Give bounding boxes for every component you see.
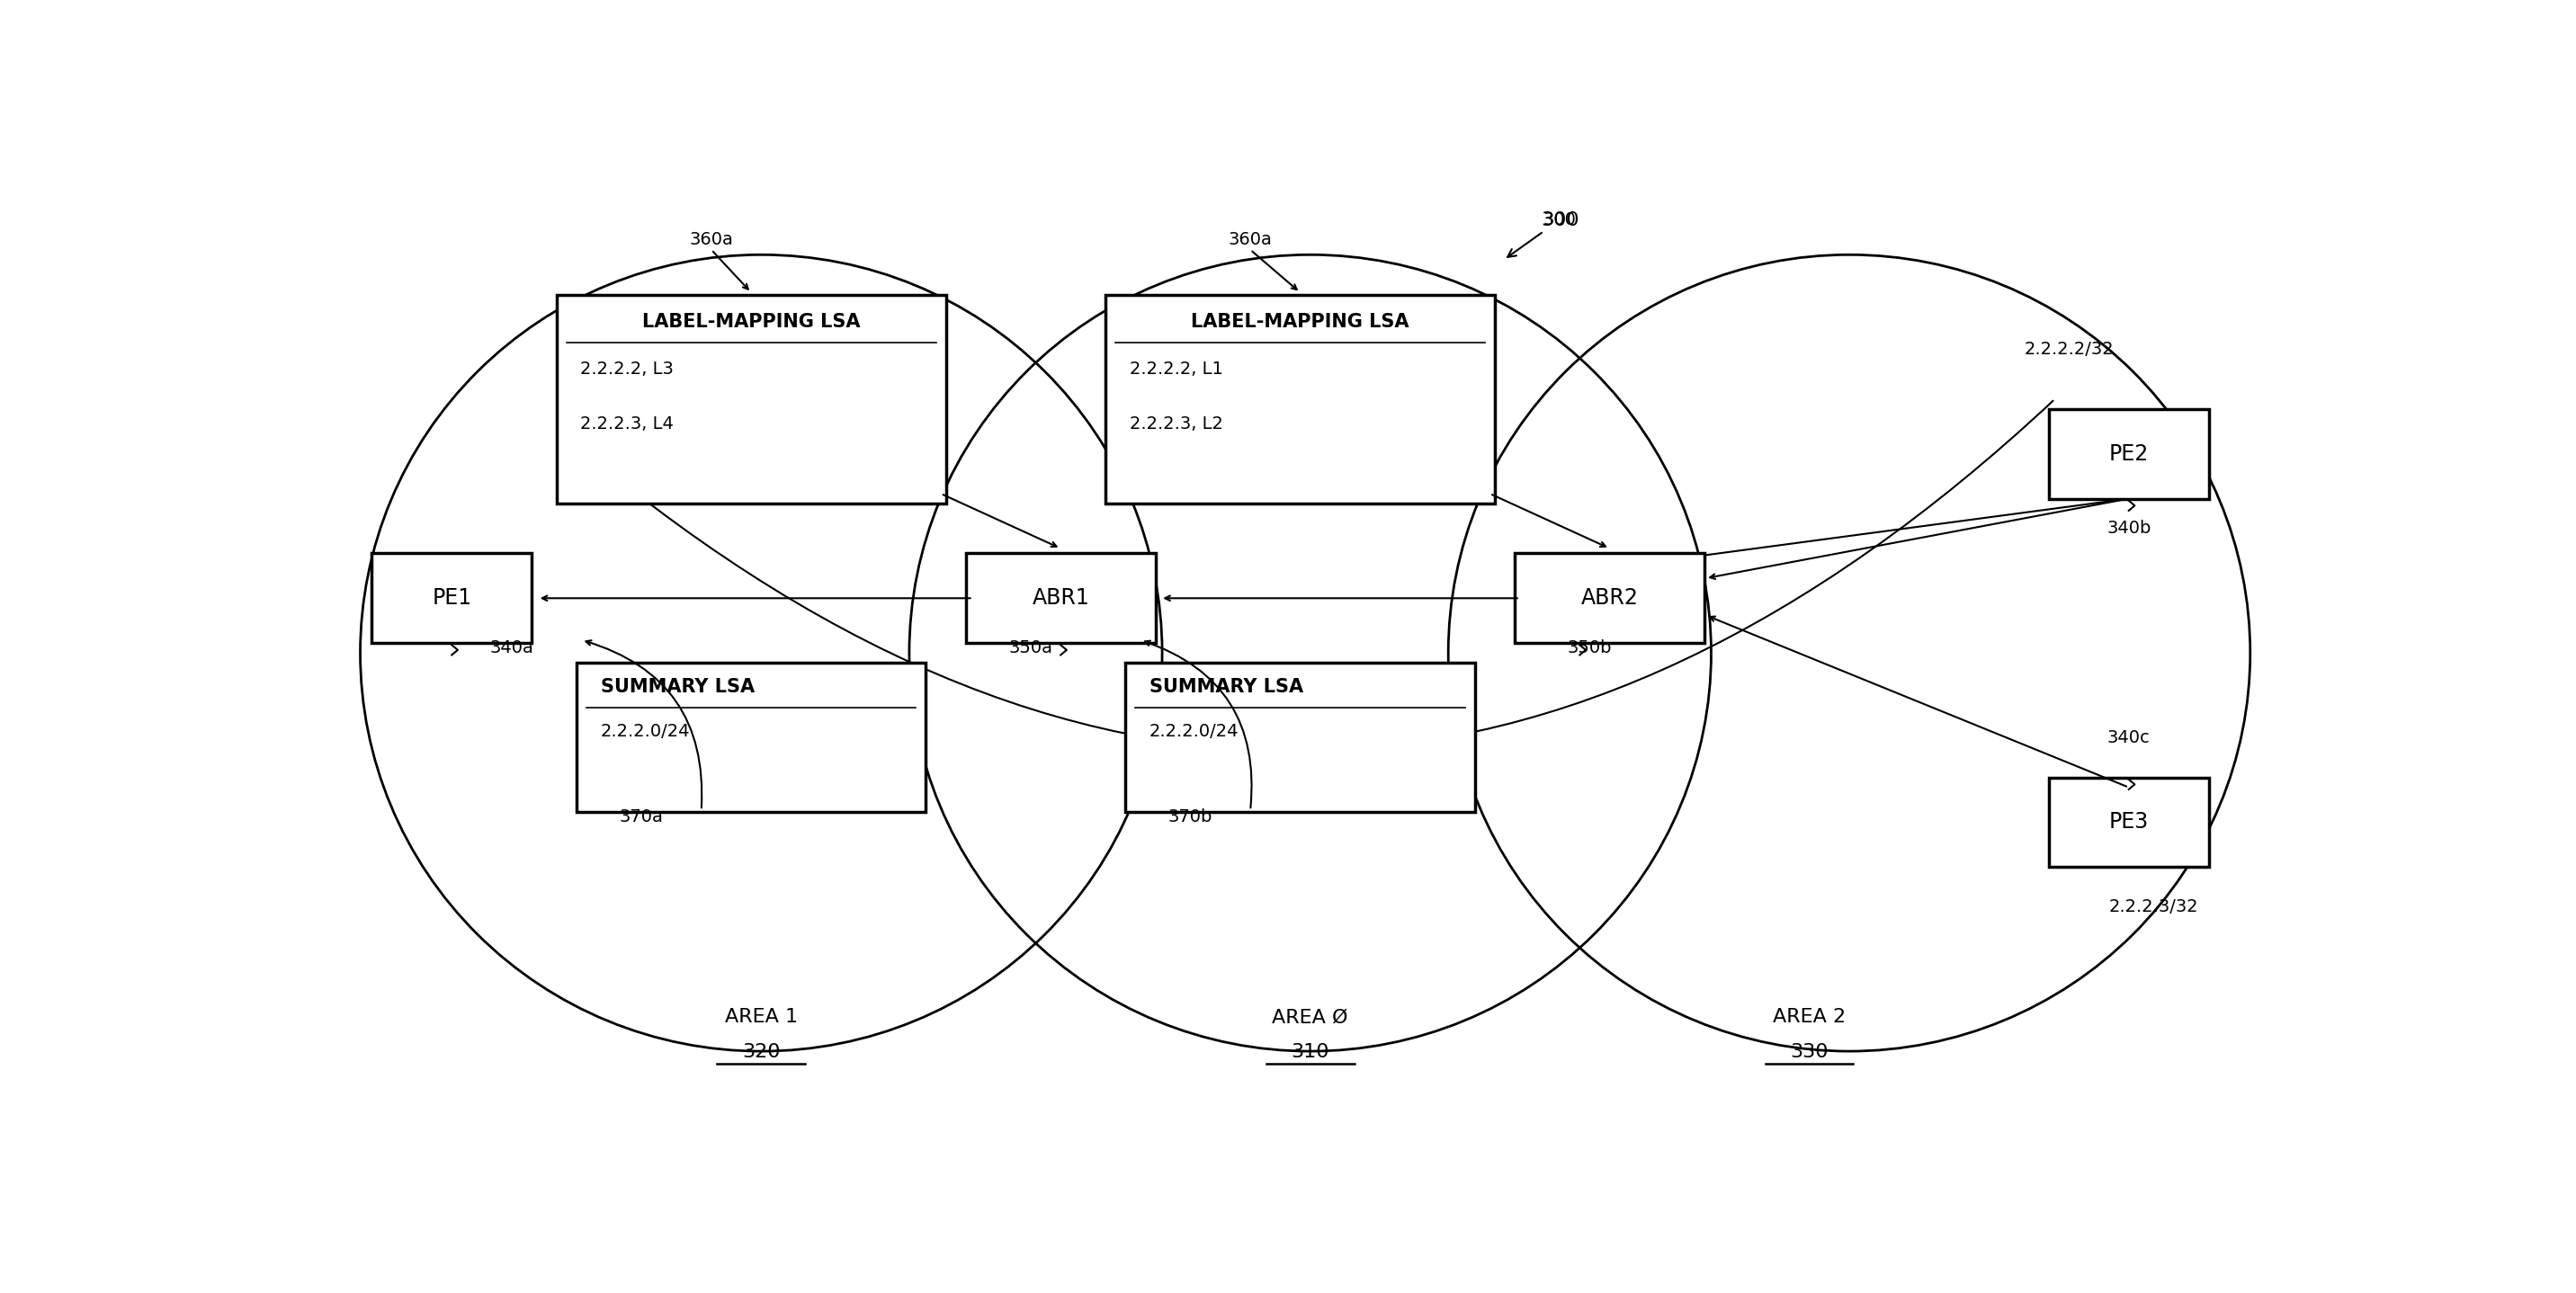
Text: ABR2: ABR2 [1582,587,1638,609]
Text: 2.2.2.2, L1: 2.2.2.2, L1 [1128,361,1224,378]
Text: PE3: PE3 [2110,812,2148,833]
Text: 340b: 340b [2107,520,2151,537]
Text: 340a: 340a [489,640,533,657]
Text: LABEL-MAPPING LSA: LABEL-MAPPING LSA [1190,313,1409,331]
Text: AREA 1: AREA 1 [724,1009,799,1027]
FancyBboxPatch shape [1126,663,1476,812]
Text: 2.2.2.0/24: 2.2.2.0/24 [1149,723,1239,740]
FancyBboxPatch shape [2048,777,2208,868]
Text: 2.2.2.3, L2: 2.2.2.3, L2 [1128,415,1224,432]
Text: ABR1: ABR1 [1033,587,1090,609]
Text: 300: 300 [1507,211,1579,257]
FancyBboxPatch shape [371,553,531,643]
Text: 360a: 360a [1229,231,1273,248]
FancyBboxPatch shape [556,295,945,504]
FancyBboxPatch shape [1105,295,1494,504]
Text: 370a: 370a [618,808,665,826]
Text: 310: 310 [1291,1043,1329,1062]
Text: 2.2.2.3, L4: 2.2.2.3, L4 [580,415,675,432]
FancyBboxPatch shape [1515,553,1705,643]
FancyBboxPatch shape [577,663,925,812]
Text: PE1: PE1 [433,587,471,609]
Text: 320: 320 [742,1043,781,1062]
Text: 2.2.2.2/32: 2.2.2.2/32 [2025,341,2115,358]
Text: 350a: 350a [1010,640,1054,657]
Text: 350b: 350b [1566,640,1613,657]
Text: AREA 2: AREA 2 [1772,1009,1847,1027]
Text: 360a: 360a [690,231,734,248]
Text: 2.2.2.0/24: 2.2.2.0/24 [600,723,690,740]
Text: SUMMARY LSA: SUMMARY LSA [600,678,755,696]
Text: PE2: PE2 [2110,443,2148,464]
FancyBboxPatch shape [966,553,1157,643]
Text: 300: 300 [1543,211,1577,229]
Text: LABEL-MAPPING LSA: LABEL-MAPPING LSA [641,313,860,331]
FancyBboxPatch shape [2048,409,2208,499]
Text: AREA Ø: AREA Ø [1273,1009,1347,1027]
Text: 330: 330 [1790,1043,1829,1062]
Text: 370b: 370b [1170,808,1213,826]
Text: 2.2.2.3/32: 2.2.2.3/32 [2110,899,2197,915]
Text: 2.2.2.2, L3: 2.2.2.2, L3 [580,361,675,378]
Text: 340c: 340c [2107,729,2151,746]
Text: SUMMARY LSA: SUMMARY LSA [1149,678,1303,696]
